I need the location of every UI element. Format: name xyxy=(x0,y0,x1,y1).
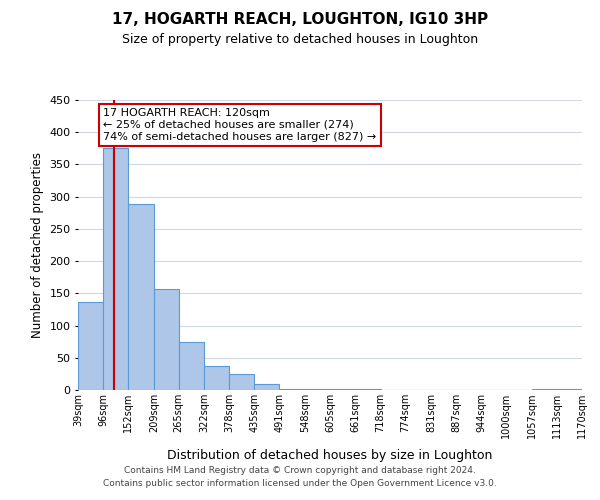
Bar xyxy=(280,388,305,390)
Bar xyxy=(582,388,600,390)
Bar xyxy=(204,366,229,390)
Bar xyxy=(154,289,179,390)
X-axis label: Distribution of detached houses by size in Loughton: Distribution of detached houses by size … xyxy=(167,450,493,462)
Text: 17, HOGARTH REACH, LOUGHTON, IG10 3HP: 17, HOGARTH REACH, LOUGHTON, IG10 3HP xyxy=(112,12,488,28)
Bar xyxy=(128,204,154,390)
Bar xyxy=(532,388,557,390)
Bar xyxy=(78,302,103,390)
Bar xyxy=(254,384,280,390)
Bar xyxy=(103,148,128,390)
Text: 17 HOGARTH REACH: 120sqm
← 25% of detached houses are smaller (274)
74% of semi-: 17 HOGARTH REACH: 120sqm ← 25% of detach… xyxy=(103,108,377,142)
Bar xyxy=(179,342,204,390)
Text: Contains HM Land Registry data © Crown copyright and database right 2024.
Contai: Contains HM Land Registry data © Crown c… xyxy=(103,466,497,487)
Y-axis label: Number of detached properties: Number of detached properties xyxy=(31,152,44,338)
Text: Size of property relative to detached houses in Loughton: Size of property relative to detached ho… xyxy=(122,32,478,46)
Bar xyxy=(229,374,254,390)
